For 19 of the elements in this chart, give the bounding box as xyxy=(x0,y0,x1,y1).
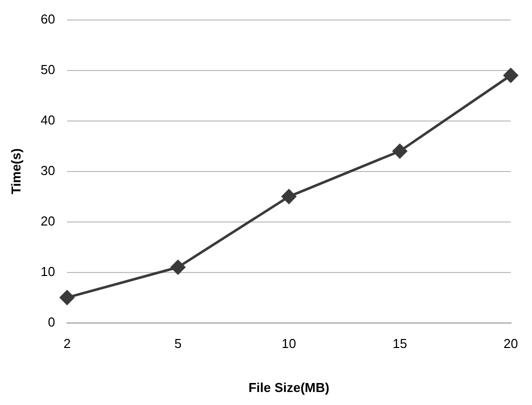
x-tick-label: 2 xyxy=(63,336,71,352)
y-tick-label: 50 xyxy=(40,62,56,77)
point xyxy=(282,189,296,204)
x-tick-label: 10 xyxy=(282,336,296,352)
point xyxy=(392,144,408,158)
x-axis-title: File Size(MB) xyxy=(248,380,330,395)
x-tick-label: 20 xyxy=(504,336,518,352)
x-tick-label: 15 xyxy=(392,336,408,352)
y-tick-label: 0 xyxy=(48,314,56,330)
y-axis-title: Time(s) xyxy=(8,148,24,194)
x-tick-label: 5 xyxy=(174,336,182,352)
point xyxy=(504,68,518,83)
y-tick-label: 20 xyxy=(40,213,56,228)
point xyxy=(60,290,74,305)
y-tick-label: 10 xyxy=(40,264,56,279)
y-tick-label: 30 xyxy=(40,162,56,178)
point xyxy=(170,260,186,274)
y-tick-label: 60 xyxy=(40,11,56,26)
y-tick-label: 40 xyxy=(40,112,56,128)
